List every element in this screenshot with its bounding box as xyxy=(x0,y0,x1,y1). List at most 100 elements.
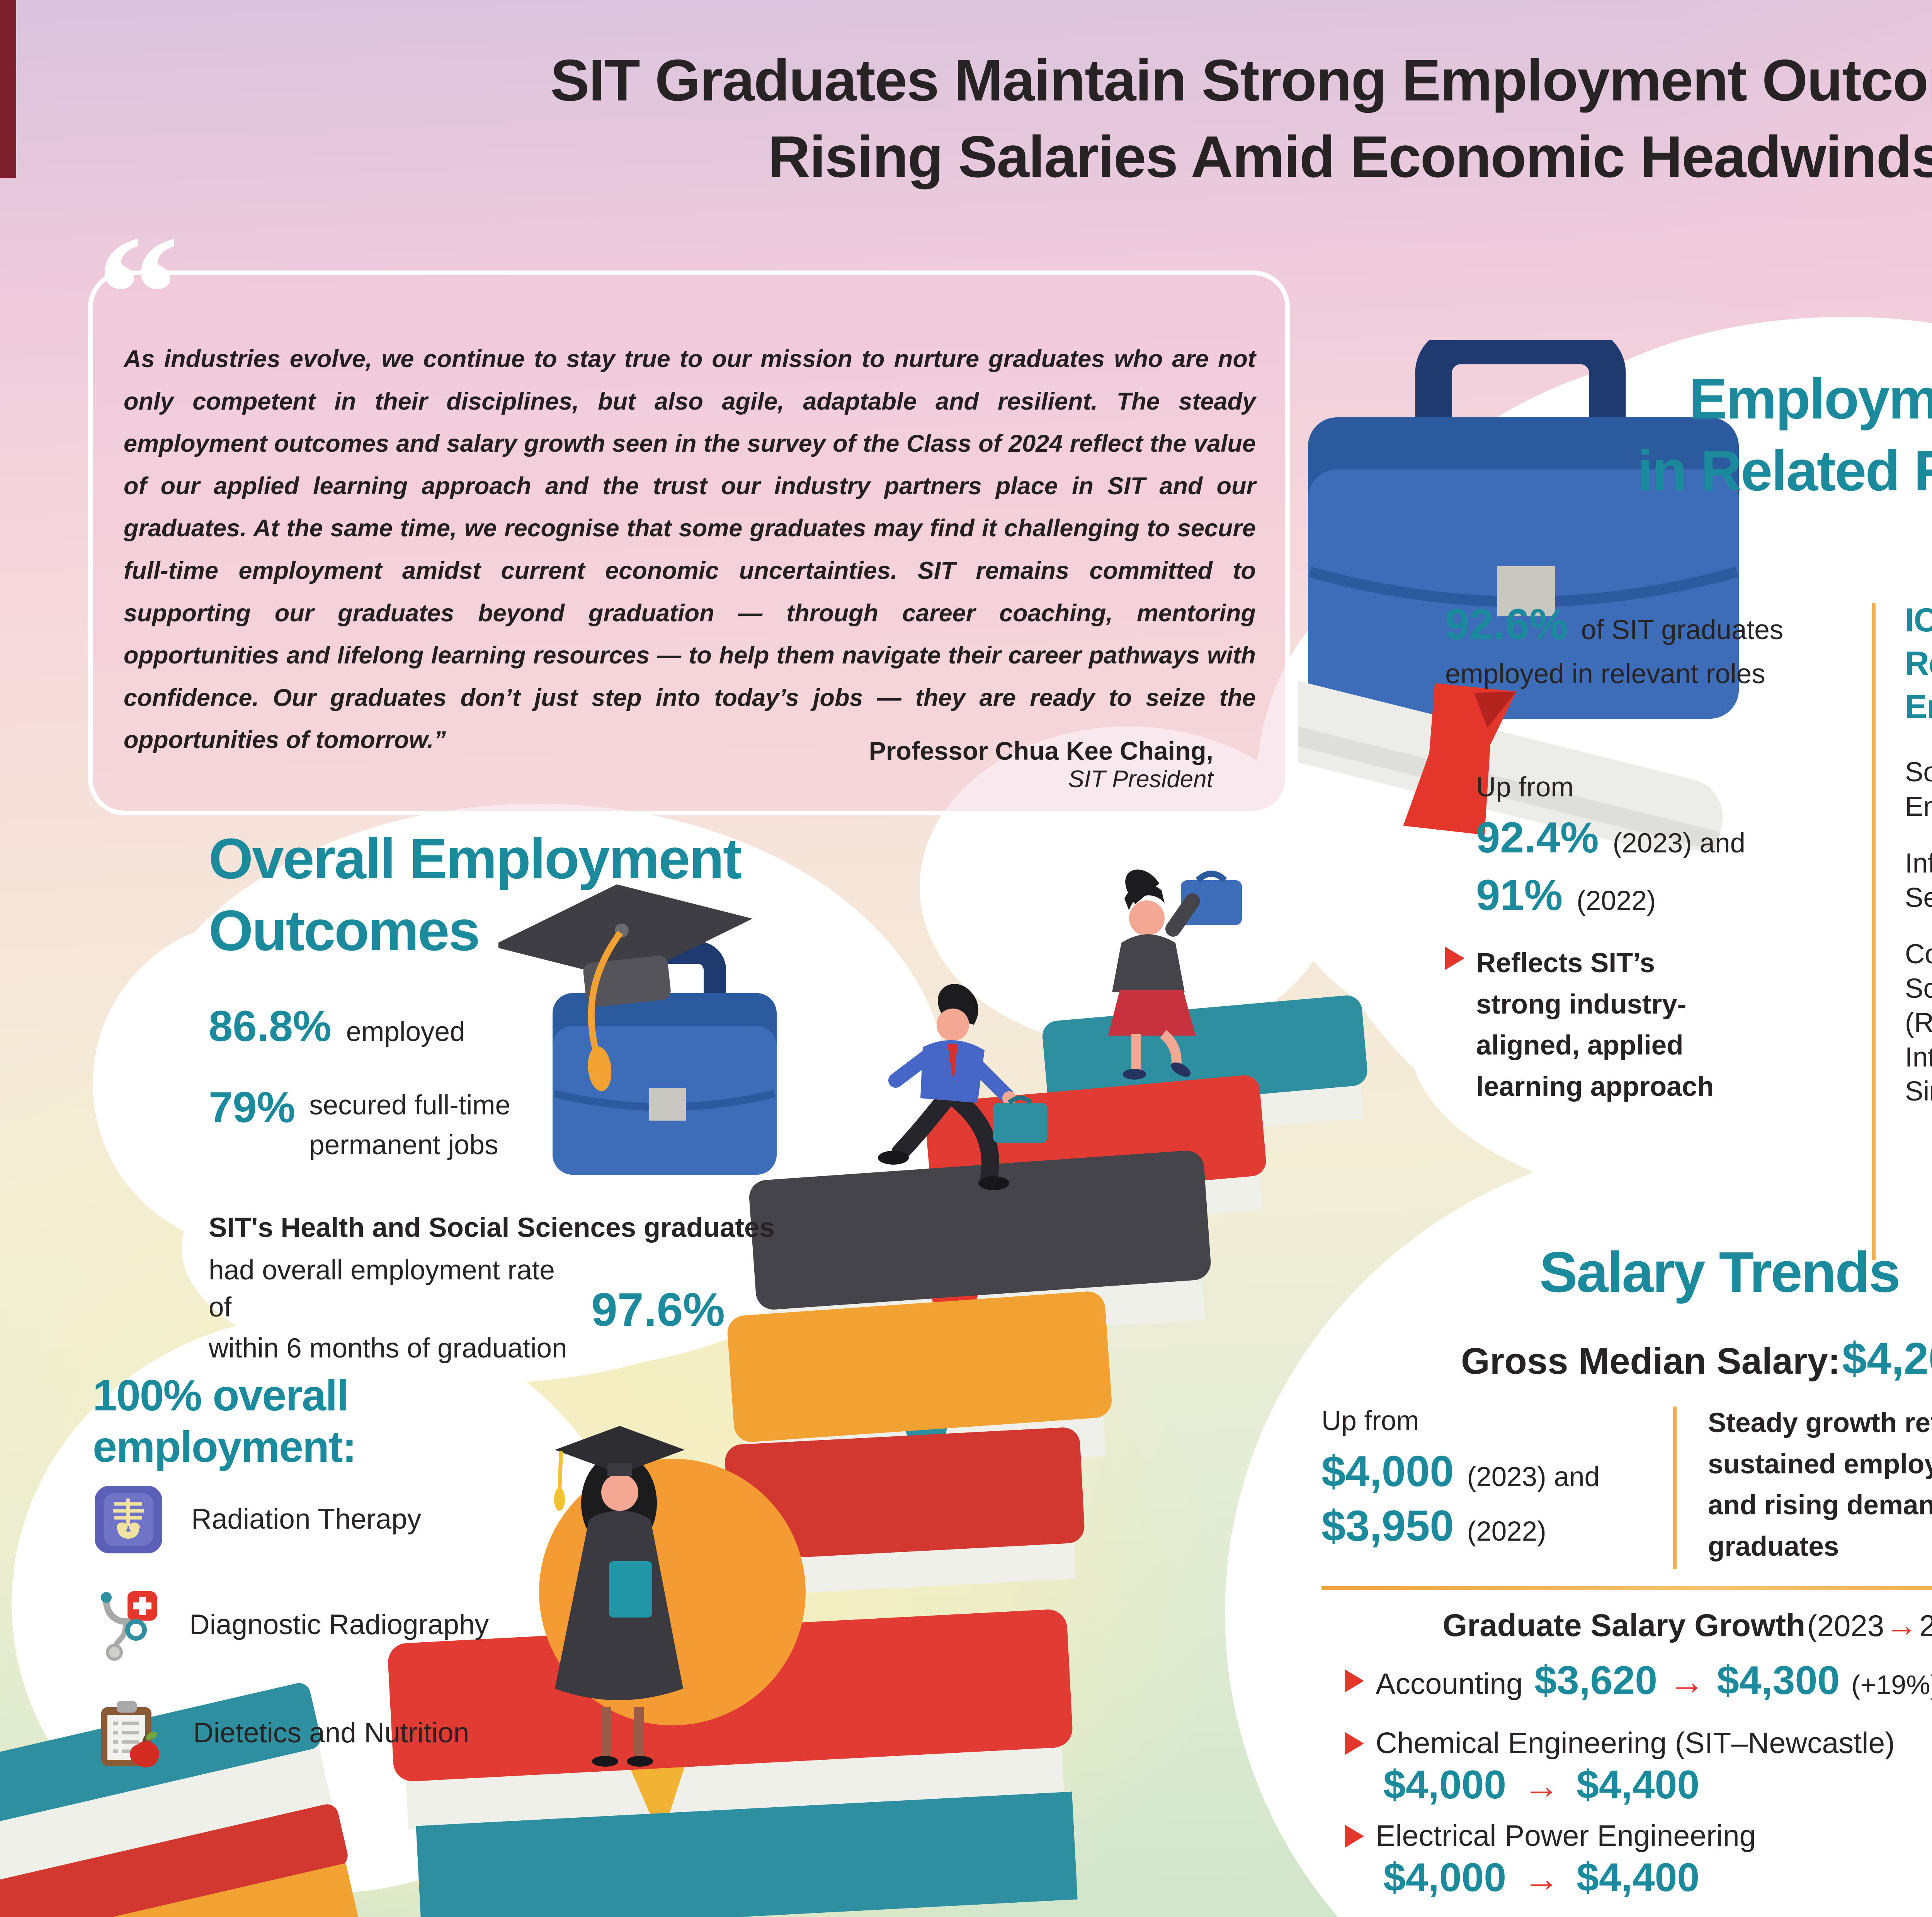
hundred-item-dietetics: Dietetics and Nutrition xyxy=(93,1696,469,1770)
reflects-label: Reflects SIT’s strong industry-aligned, … xyxy=(1476,948,1714,1102)
salary-hr xyxy=(1321,1586,1932,1590)
ict-row-label: Software Engineering xyxy=(1905,757,1932,822)
triangle-bullet-icon xyxy=(1345,1669,1364,1693)
triangle-bullet-icon xyxy=(1445,947,1464,970)
health-rest1: had overall employment rate of xyxy=(209,1255,555,1323)
salary-heading: Salary Trends xyxy=(1333,1237,1932,1308)
hundred-heading-l2: employment: xyxy=(93,1422,357,1471)
salary-row-from: $4,000 xyxy=(1383,1762,1507,1807)
diploma-scroll xyxy=(1298,675,1723,850)
outcomes-heading-l2: Outcomes xyxy=(209,899,480,963)
page-title: SIT Graduates Maintain Strong Employment… xyxy=(0,43,1932,195)
health-rest2: within 6 months of graduation xyxy=(209,1333,567,1364)
prev1-value: 92.4% xyxy=(1476,813,1599,862)
up-from-bullet: Up from 92.4% (2023) and 91% (2022) xyxy=(1445,769,1870,920)
hundred-item-label: Radiation Therapy xyxy=(191,1504,422,1535)
stethoscope-icon xyxy=(101,1591,157,1661)
salary-row-from: $4,000 xyxy=(1383,1855,1507,1900)
up-from-label: Up from xyxy=(1476,772,1574,803)
hundred-item-label: Diagnostic Radiography xyxy=(189,1609,489,1640)
growth-heading: Graduate Salary Growth (2023 → 2024) xyxy=(1333,1607,1932,1644)
related-fields-stat-rest2: employed in relevant roles xyxy=(1445,658,1765,689)
salary-row-to: $4,400 xyxy=(1577,1762,1700,1807)
salary-row-chemical: Chemical Engineering (SIT–Newcastle) xyxy=(1345,1723,1895,1764)
salary-heading-text: Salary Trends xyxy=(1539,1240,1901,1304)
red-arrow-icon: → xyxy=(1886,1608,1918,1643)
outcomes-heading: Overall Employment Outcomes xyxy=(209,823,742,967)
quote-author-title: SIT President xyxy=(1068,766,1213,793)
quote-box xyxy=(88,270,1290,815)
salary-steady-text: Steady growth reflects sustained employe… xyxy=(1708,1408,1932,1562)
outcomes-heading-l1: Overall Employment xyxy=(209,827,742,891)
quote-text: As industries evolve, we continue to sta… xyxy=(124,345,1256,754)
salary-upfrom-label: Up from xyxy=(1321,1406,1419,1436)
salary-row-electrical: Electrical Power Engineering xyxy=(1345,1816,1756,1856)
quote-author-name: Professor Chua Kee Chaing, xyxy=(869,737,1213,765)
red-arrow-icon: → xyxy=(1523,1766,1560,1806)
woman-on-top-illustration xyxy=(1108,869,1242,1080)
salary-row-from: $3,620 xyxy=(1534,1658,1658,1703)
salary-row-label: Chemical Engineering (SIT–Newcastle) xyxy=(1376,1726,1895,1760)
outcomes-stat1: 86.8% employed xyxy=(209,1005,465,1051)
salary-upfrom-block: Up from $4,000 (2023) and $3,950 (2022) xyxy=(1321,1403,1662,1550)
triangle-bullet-icon xyxy=(1445,771,1464,794)
salary-prev2-rest: (2022) xyxy=(1467,1516,1546,1547)
page-title-line1: SIT Graduates Maintain Strong Employment… xyxy=(550,48,1932,113)
outcomes-stat1-value: 86.8% xyxy=(209,1002,332,1050)
quote-mark-icon: “ xyxy=(97,202,180,386)
health-value: 97.6% xyxy=(591,1283,725,1336)
salary-prev2-value: $3,950 xyxy=(1321,1501,1454,1550)
outcomes-cloud-l xyxy=(93,920,421,1248)
related-fields-stat-value: 92.6% xyxy=(1445,600,1568,648)
related-fields-stat-rest1: of SIT graduates xyxy=(1581,615,1784,645)
related-fields-divider xyxy=(1872,603,1876,1260)
related-fields-stat: 92.6% of SIT graduates employed in relev… xyxy=(1445,603,1862,693)
ict-row-infosec: Information Security 98.1% xyxy=(1905,847,1932,915)
prev2-rest: (2022) xyxy=(1577,885,1656,916)
related-fields-heading-l1: Employment xyxy=(1689,367,1932,431)
salary-row-label: Electrical Power Engineering xyxy=(1376,1819,1756,1852)
prev2-value: 91% xyxy=(1476,871,1563,919)
salary-divider xyxy=(1673,1407,1677,1569)
ict-section: ICT Grads in Relevant Employment Softwar… xyxy=(1905,599,1932,1109)
health-bold-line: SIT's Health and Social Sciences graduat… xyxy=(209,1213,775,1243)
growth-heading-post: 2024) xyxy=(1919,1609,1932,1643)
hundred-item-radiation: Radiation Therapy xyxy=(93,1484,421,1555)
reflects-bullet: Reflects SIT’s strong industry-aligned, … xyxy=(1445,943,1747,1107)
graduate-woman-illustration xyxy=(539,1426,806,1767)
salary-row-note: (+19%) xyxy=(1851,1670,1932,1700)
salary-gross-line: Gross Median Salary: $4,200 xyxy=(1294,1333,1932,1384)
hundred-item-radiography: Diagnostic Radiography xyxy=(89,1588,489,1662)
books-climb-illustration xyxy=(0,869,1367,1917)
ict-row-compsci: Computer Science (Real-Time Interactive … xyxy=(1905,937,1932,1109)
growth-heading-pre: (2023 xyxy=(1807,1609,1884,1643)
outcomes-stat2-label: secured full-time permanent jobs xyxy=(309,1090,511,1160)
salary-prev1-value: $4,000 xyxy=(1321,1447,1454,1495)
ict-heading: ICT Grads in Relevant Employment xyxy=(1905,602,1932,725)
hundred-item-label: Dietetics and Nutrition xyxy=(193,1717,469,1749)
mortarboard xyxy=(498,884,753,1091)
man-climbing-illustration xyxy=(878,984,1047,1190)
related-fields-heading: Employment in Related Fields xyxy=(1526,363,1932,507)
salary-row-to: $4,400 xyxy=(1577,1855,1700,1900)
outcomes-stat1-label: employed xyxy=(346,1017,465,1047)
salary-row-chemical-values: $4,000 → $4,400 xyxy=(1383,1762,1699,1808)
red-arrow-icon: → xyxy=(1523,1858,1560,1899)
corner-accent xyxy=(0,0,16,178)
salary-row-to: $4,300 xyxy=(1717,1658,1840,1703)
briefcase-diploma-illustration xyxy=(1298,340,1739,850)
clipboard-apple-icon xyxy=(101,1701,159,1767)
salary-row-accounting: Accounting $3,620 → $4,300 (+19%) xyxy=(1345,1658,1932,1704)
ict-row-label: Information Security xyxy=(1905,848,1932,913)
prev1-rest: (2023) and xyxy=(1612,828,1745,859)
quote-attribution: Professor Chua Kee Chaing, SIT President xyxy=(618,736,1213,793)
outcomes-health-block: SIT's Health and Social Sciences graduat… xyxy=(209,1209,788,1367)
growth-heading-bold: Graduate Salary Growth xyxy=(1442,1608,1806,1643)
salary-prev1-rest: (2023) and xyxy=(1467,1461,1600,1492)
triangle-bullet-icon xyxy=(1345,1732,1364,1755)
outcomes-stat2: 79% secured full-time permanent jobs xyxy=(209,1086,556,1165)
ict-row-software: Software Engineering 98.3% xyxy=(1905,755,1932,824)
outcomes-stat2-value: 79% xyxy=(209,1083,296,1131)
related-fields-heading-l2: in Related Fields xyxy=(1637,439,1932,503)
